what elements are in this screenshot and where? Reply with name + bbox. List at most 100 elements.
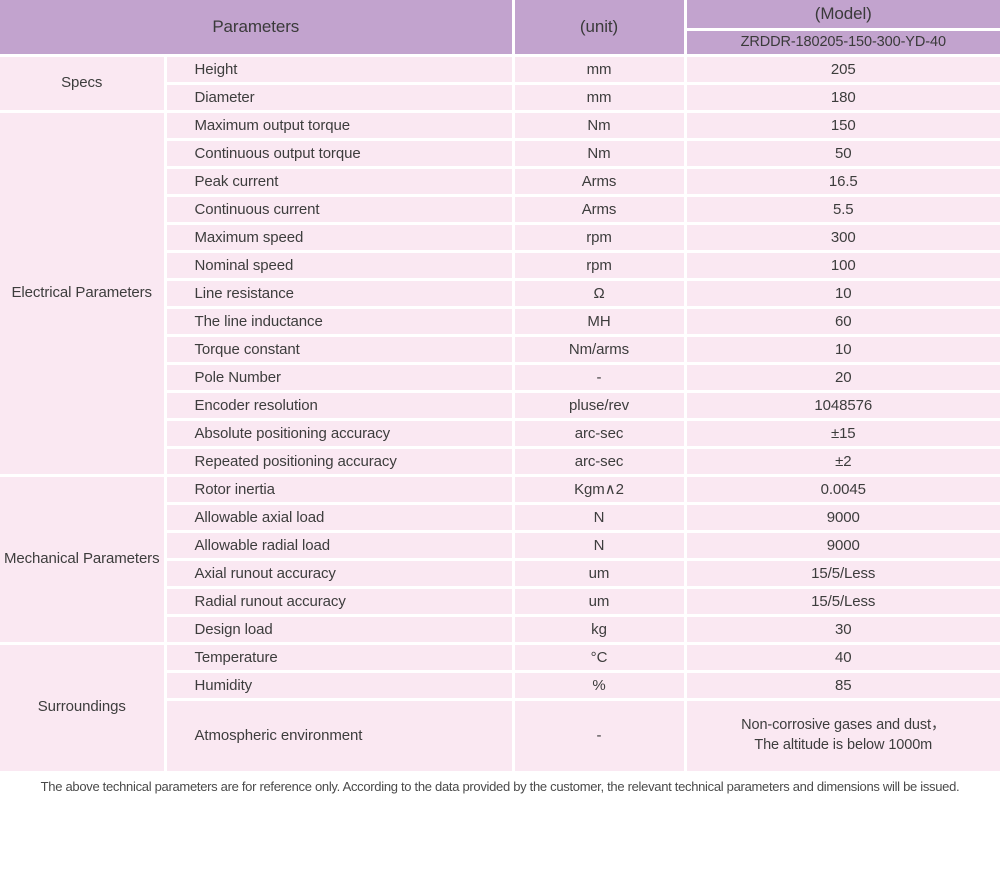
value-cell: 40 bbox=[683, 641, 1000, 673]
group-cell-surroundings: Surroundings bbox=[0, 641, 167, 771]
param-name-cell: Radial runout accuracy bbox=[163, 585, 515, 617]
table-row: Nominal speed rpm 100 bbox=[0, 249, 1000, 281]
unit-cell: Nm bbox=[511, 137, 687, 169]
table-row: Design load kg 30 bbox=[0, 613, 1000, 645]
unit-cell: °C bbox=[511, 641, 687, 673]
unit-cell: - bbox=[511, 697, 687, 771]
unit-cell: Kgm∧2 bbox=[511, 473, 687, 505]
unit-cell: mm bbox=[511, 81, 687, 113]
footer-note: The above technical parameters are for r… bbox=[40, 779, 960, 794]
value-cell: 15/5/Less bbox=[683, 557, 1000, 589]
param-name-cell: Maximum speed bbox=[163, 221, 515, 253]
parameters-header: Parameters bbox=[0, 0, 515, 57]
value-cell: ±15 bbox=[683, 417, 1000, 449]
table-row: Allowable radial load N 9000 bbox=[0, 529, 1000, 561]
spec-table: Parameters (unit) (Model) ZRDDR-180205-1… bbox=[0, 0, 1000, 771]
value-cell: 10 bbox=[683, 333, 1000, 365]
param-name-cell: Pole Number bbox=[163, 361, 515, 393]
param-name-cell: The line inductance bbox=[163, 305, 515, 337]
table-header: Parameters (unit) (Model) ZRDDR-180205-1… bbox=[0, 0, 1000, 57]
model-header: (Model) bbox=[683, 0, 1000, 31]
param-name-cell: Line resistance bbox=[163, 277, 515, 309]
value-cell: 60 bbox=[683, 305, 1000, 337]
unit-cell: Arms bbox=[511, 193, 687, 225]
param-name-cell: Design load bbox=[163, 613, 515, 645]
table-row: Specs Height mm 205 bbox=[0, 53, 1000, 113]
unit-cell: mm bbox=[511, 53, 687, 85]
value-cell: 300 bbox=[683, 221, 1000, 253]
param-name-cell: Axial runout accuracy bbox=[163, 557, 515, 589]
unit-cell: Arms bbox=[511, 165, 687, 197]
param-name-cell: Encoder resolution bbox=[163, 389, 515, 421]
table-row: Repeated positioning accuracy arc-sec ±2 bbox=[0, 445, 1000, 477]
unit-cell: pluse/rev bbox=[511, 389, 687, 421]
group-cell-mechanical: Mechanical Parameters bbox=[0, 473, 167, 645]
group-cell-specs: Specs bbox=[0, 53, 167, 113]
unit-cell: arc-sec bbox=[511, 445, 687, 477]
table-row: Encoder resolution pluse/rev 1048576 bbox=[0, 389, 1000, 421]
table-row: Humidity % 85 bbox=[0, 669, 1000, 701]
table-row: Radial runout accuracy um 15/5/Less bbox=[0, 585, 1000, 617]
param-name-cell: Maximum output torque bbox=[163, 109, 515, 141]
unit-cell: um bbox=[511, 585, 687, 617]
table-row: Atmospheric environment - Non-corrosive … bbox=[0, 697, 1000, 771]
param-name-cell: Diameter bbox=[163, 81, 515, 113]
value-cell: 1048576 bbox=[683, 389, 1000, 421]
unit-cell: - bbox=[511, 361, 687, 393]
table-row: Surroundings Temperature °C 40 bbox=[0, 641, 1000, 771]
unit-cell: rpm bbox=[511, 221, 687, 253]
param-name-cell: Continuous current bbox=[163, 193, 515, 225]
param-name-cell: Humidity bbox=[163, 669, 515, 701]
value-line-1: Non-corrosive gases and dust， bbox=[741, 717, 946, 734]
value-cell: ±2 bbox=[683, 445, 1000, 477]
table-row: Peak current Arms 16.5 bbox=[0, 165, 1000, 197]
param-name-cell: Nominal speed bbox=[163, 249, 515, 281]
unit-cell: um bbox=[511, 557, 687, 589]
value-cell: 5.5 bbox=[683, 193, 1000, 225]
unit-cell: kg bbox=[511, 613, 687, 645]
value-cell: 10 bbox=[683, 277, 1000, 309]
table-row: The line inductance MH 60 bbox=[0, 305, 1000, 337]
model-value-header: ZRDDR-180205-150-300-YD-40 bbox=[683, 27, 1000, 57]
param-name-cell: Peak current bbox=[163, 165, 515, 197]
table-row: Continuous current Arms 5.5 bbox=[0, 193, 1000, 225]
value-cell: 20 bbox=[683, 361, 1000, 393]
value-cell: 50 bbox=[683, 137, 1000, 169]
table-row: Continuous output torque Nm 50 bbox=[0, 137, 1000, 169]
param-name-cell: Height bbox=[163, 53, 515, 85]
value-line-2: The altitude is below 1000m bbox=[754, 736, 933, 753]
table-row: Maximum speed rpm 300 bbox=[0, 221, 1000, 253]
param-name-cell: Atmospheric environment bbox=[163, 697, 515, 771]
param-name-cell: Continuous output torque bbox=[163, 137, 515, 169]
value-cell: Non-corrosive gases and dust， The altitu… bbox=[683, 697, 1000, 771]
value-cell: 205 bbox=[683, 53, 1000, 85]
table-row: Axial runout accuracy um 15/5/Less bbox=[0, 557, 1000, 589]
value-cell: 9000 bbox=[683, 501, 1000, 533]
value-cell: 100 bbox=[683, 249, 1000, 281]
unit-cell: N bbox=[511, 529, 687, 561]
param-name-cell: Absolute positioning accuracy bbox=[163, 417, 515, 449]
table-row: Allowable axial load N 9000 bbox=[0, 501, 1000, 533]
value-cell: 30 bbox=[683, 613, 1000, 645]
unit-cell: Ω bbox=[511, 277, 687, 309]
unit-cell: N bbox=[511, 501, 687, 533]
unit-cell: Nm bbox=[511, 109, 687, 141]
group-cell-electrical: Electrical Parameters bbox=[0, 109, 167, 477]
unit-cell: % bbox=[511, 669, 687, 701]
value-cell: 180 bbox=[683, 81, 1000, 113]
table-row: Mechanical Parameters Rotor inertia Kgm∧… bbox=[0, 473, 1000, 645]
value-cell: 16.5 bbox=[683, 165, 1000, 197]
table-row: Pole Number - 20 bbox=[0, 361, 1000, 393]
unit-cell: arc-sec bbox=[511, 417, 687, 449]
value-cell: 150 bbox=[683, 109, 1000, 141]
param-name-cell: Allowable axial load bbox=[163, 501, 515, 533]
unit-cell: rpm bbox=[511, 249, 687, 281]
table-row: Diameter mm 180 bbox=[0, 81, 1000, 113]
value-cell: 85 bbox=[683, 669, 1000, 701]
param-name-cell: Repeated positioning accuracy bbox=[163, 445, 515, 477]
table-row: Absolute positioning accuracy arc-sec ±1… bbox=[0, 417, 1000, 449]
param-name-cell: Rotor inertia bbox=[163, 473, 515, 505]
unit-cell: MH bbox=[511, 305, 687, 337]
param-name-cell: Allowable radial load bbox=[163, 529, 515, 561]
value-cell: 0.0045 bbox=[683, 473, 1000, 505]
